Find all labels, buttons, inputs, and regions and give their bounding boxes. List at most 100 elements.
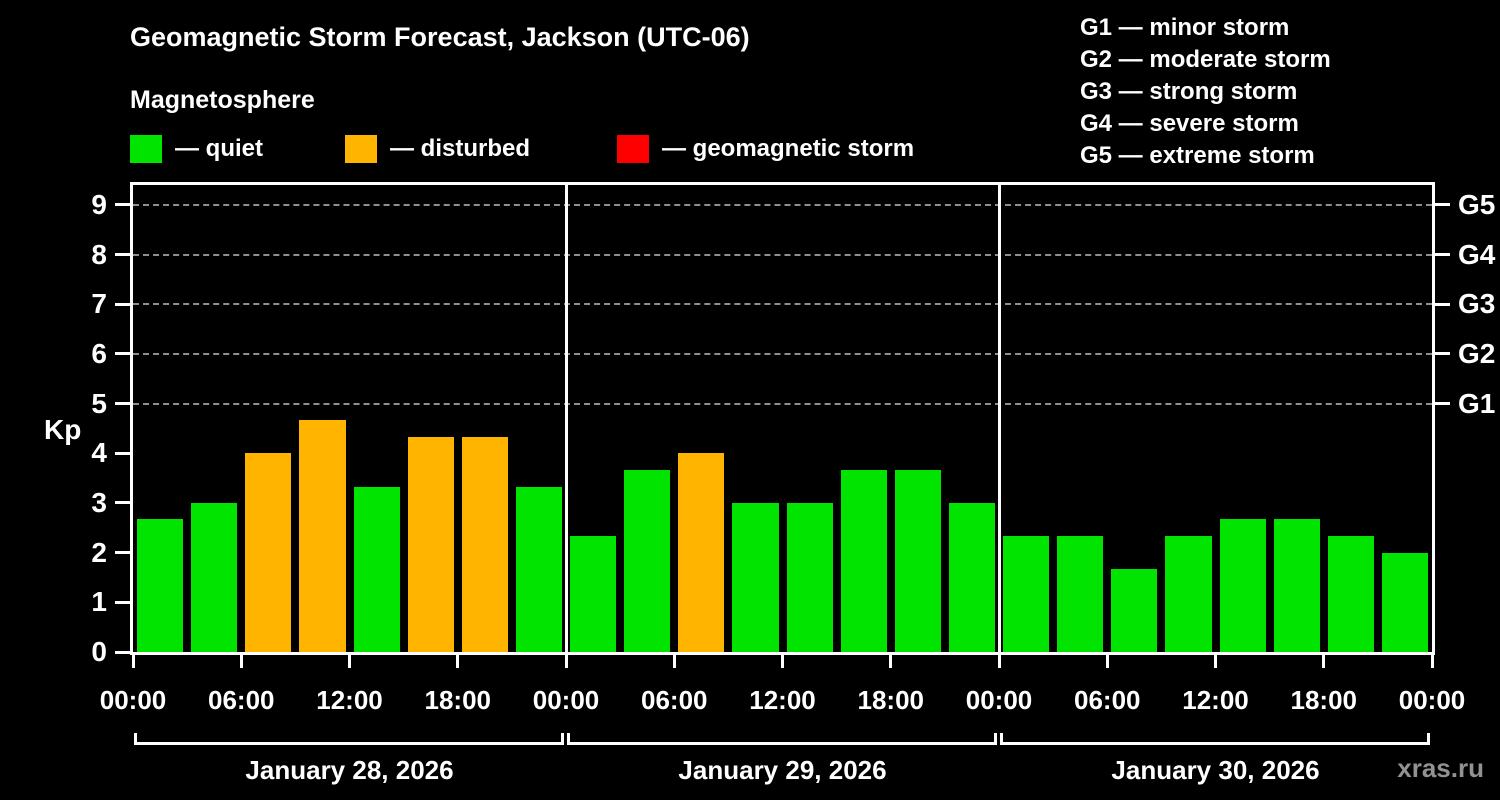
- kp-bar: [407, 436, 454, 652]
- day-separator: [997, 185, 1001, 652]
- day-date-label: January 30, 2026: [1111, 755, 1320, 785]
- storm-color-swatch: [617, 135, 649, 163]
- kp-bar: [461, 436, 508, 652]
- y-axis-tick: [115, 551, 130, 555]
- kp-bar: [515, 486, 562, 652]
- y-tick-label: 7: [91, 288, 107, 320]
- y-axis-tick: [115, 650, 130, 654]
- y-axis-tick: [115, 501, 130, 505]
- legend-item-quiet: — quiet: [130, 131, 263, 167]
- x-axis-tick: [1322, 655, 1326, 668]
- legend-item-disturbed: — disturbed: [345, 131, 530, 167]
- day-separator: [564, 185, 568, 652]
- kp-bar: [1273, 519, 1320, 652]
- g-level-gridline-kp8: [133, 253, 1432, 256]
- kp-bar: [678, 453, 725, 652]
- x-tick-label: 12:00: [749, 685, 816, 715]
- day-date-label: January 29, 2026: [678, 755, 887, 785]
- day-date-label: January 28, 2026: [245, 755, 454, 785]
- kp-bar: [570, 536, 617, 652]
- g-level-tick: [1435, 352, 1450, 356]
- y-axis-tick: [115, 600, 130, 604]
- x-tick-label: 06:00: [208, 685, 275, 715]
- g-legend-line-4: G4 — severe storm: [1080, 110, 1299, 137]
- kp-bar: [948, 502, 995, 652]
- g-legend-line-1: G1 — minor storm: [1080, 14, 1290, 41]
- kp-bar: [1165, 536, 1212, 652]
- day-bracket: [1000, 733, 1430, 745]
- x-tick-label: 12:00: [1182, 685, 1249, 715]
- kp-bar: [353, 486, 400, 652]
- g-level-tick: [1435, 253, 1450, 257]
- kp-bar: [840, 469, 887, 652]
- g-legend-line-2: G2 — moderate storm: [1080, 46, 1331, 73]
- y-tick-label: 9: [91, 188, 107, 220]
- x-axis-tick: [456, 655, 460, 668]
- legend-label-storm: — geomagnetic storm: [662, 135, 915, 162]
- page-title: Geomagnetic Storm Forecast, Jackson (UTC…: [130, 22, 750, 52]
- kp-bar: [1057, 536, 1104, 652]
- y-tick-label: 2: [91, 536, 107, 568]
- kp-bar: [732, 502, 779, 652]
- y-tick-label: 3: [91, 486, 107, 518]
- y-axis-tick: [115, 352, 130, 356]
- day-bracket: [134, 733, 564, 745]
- kp-bar: [786, 502, 833, 652]
- y-tick-label: 6: [91, 337, 107, 369]
- kp-bar: [1327, 536, 1374, 652]
- watermark: xras.ru: [1397, 753, 1484, 783]
- g-scale-legend: G1 — minor storm G2 — moderate storm G3 — …: [1080, 12, 1331, 172]
- g-level-gridline-kp5: [133, 402, 1432, 405]
- kp-bar: [191, 502, 238, 652]
- day-bracket: [567, 733, 997, 745]
- kp-bar: [1219, 519, 1266, 652]
- kp-bar: [137, 519, 184, 652]
- g-level-tick: [1435, 302, 1450, 306]
- x-tick-label: 00:00: [99, 685, 167, 715]
- kp-bar: [245, 453, 292, 652]
- legend-label-disturbed: — disturbed: [390, 135, 531, 162]
- x-axis-tick: [1430, 655, 1434, 668]
- g-level-tick: [1435, 203, 1450, 207]
- g-level-label: G3: [1458, 288, 1496, 320]
- x-axis-tick: [672, 655, 676, 668]
- x-tick-label: 18:00: [424, 685, 492, 715]
- g-level-gridline-kp7: [133, 303, 1432, 306]
- kp-bar: [1111, 569, 1158, 652]
- quiet-color-swatch: [130, 135, 162, 163]
- x-tick-label: 18:00: [1290, 685, 1358, 715]
- y-axis-tick: [115, 203, 130, 207]
- kp-bar: [894, 469, 941, 652]
- x-axis-tick: [131, 655, 135, 668]
- y-tick-label: 8: [91, 238, 107, 270]
- y-tick-label: 0: [91, 636, 107, 667]
- y-tick-label: 4: [91, 437, 107, 469]
- x-axis-tick: [1214, 655, 1217, 668]
- legend-label-quiet: — quiet: [175, 135, 263, 162]
- x-axis-tick: [997, 655, 1001, 668]
- g-level-gridline-kp9: [133, 203, 1432, 206]
- y-tick-label: 1: [91, 586, 107, 618]
- legend-item-storm: — geomagnetic storm: [617, 131, 914, 167]
- x-tick-label: 00:00: [965, 685, 1033, 715]
- kp-bar: [624, 469, 671, 652]
- g-level-label: G2: [1458, 337, 1496, 369]
- y-tick-label: 5: [91, 387, 107, 419]
- kp-bar: [299, 420, 346, 652]
- kp-condition-legend: — quiet — disturbed — geomagnetic storm: [130, 131, 1030, 167]
- x-tick-label: 06:00: [1074, 685, 1141, 715]
- y-axis-tick: [115, 302, 130, 306]
- x-tick-label: 06:00: [641, 685, 708, 715]
- y-axis-label: Kp: [44, 414, 82, 445]
- x-axis-tick: [564, 655, 568, 668]
- g-level-label: G4: [1458, 238, 1496, 270]
- g-legend-line-5: G5 — extreme storm: [1080, 142, 1315, 169]
- x-axis-tick: [889, 655, 893, 668]
- x-tick-label: 00:00: [532, 685, 600, 715]
- y-axis-tick: [115, 253, 130, 257]
- x-tick-label: 18:00: [857, 685, 925, 715]
- x-axis-tick: [348, 655, 351, 668]
- x-axis-tick: [1105, 655, 1109, 668]
- g-level-tick: [1435, 402, 1450, 406]
